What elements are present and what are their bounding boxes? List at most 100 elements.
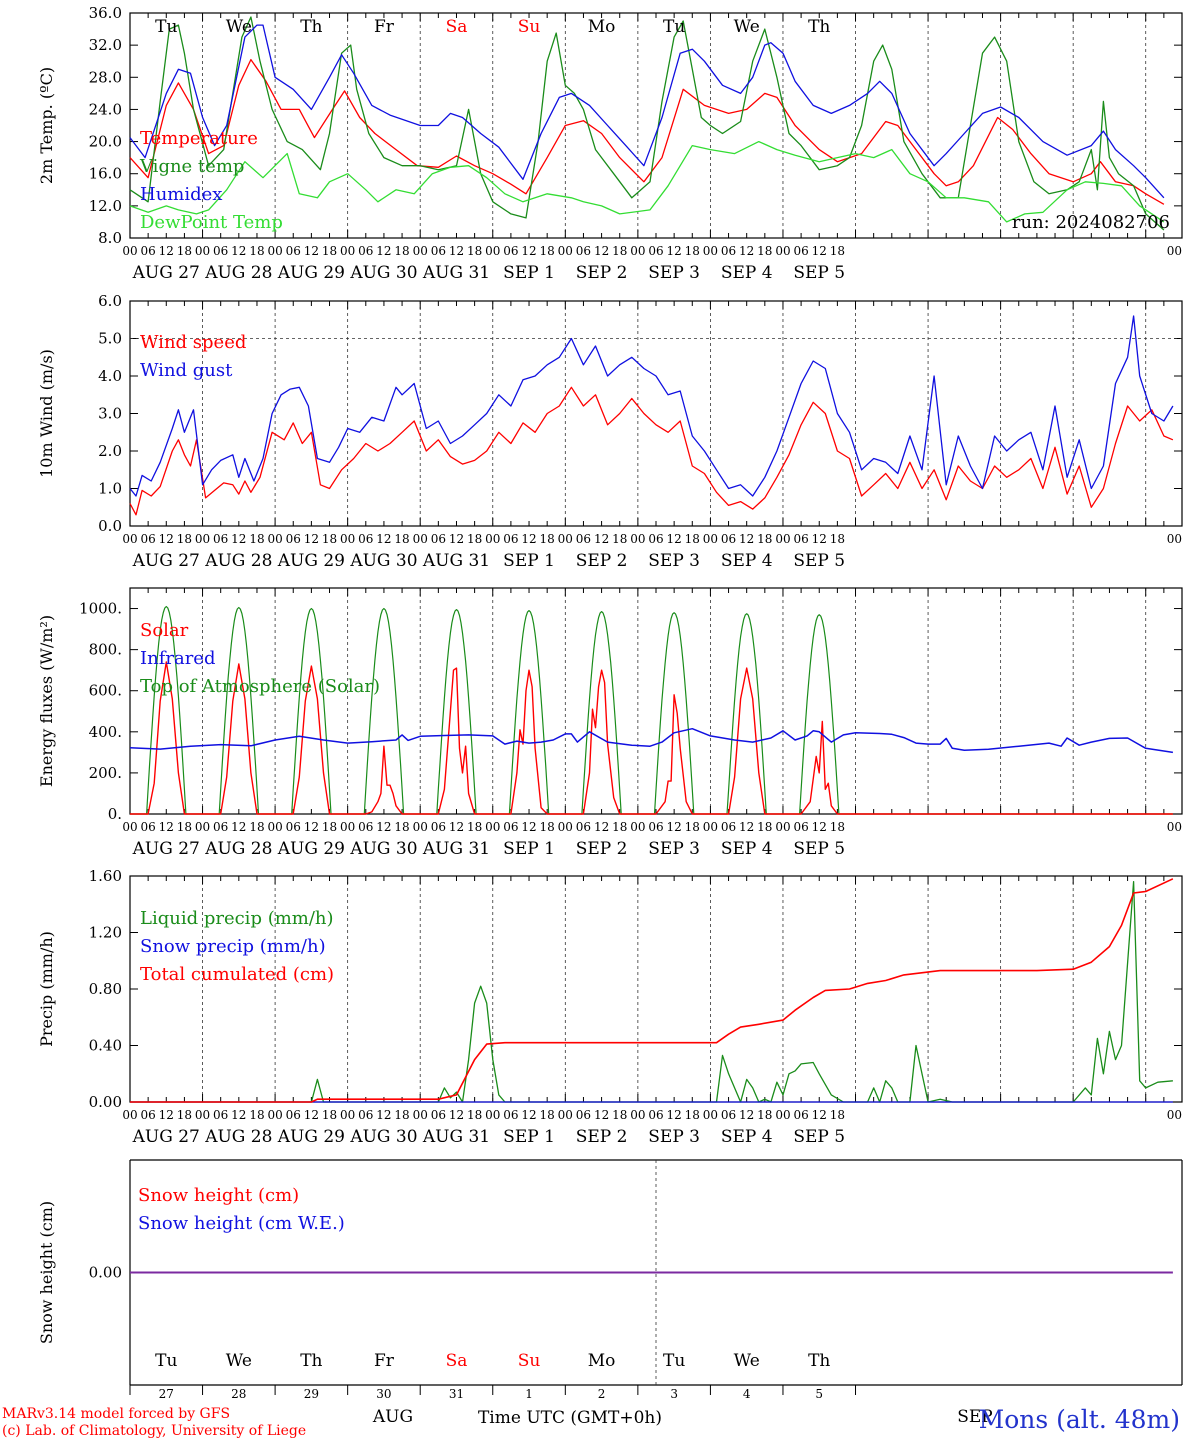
panel-2-hour-label: 12 (304, 820, 319, 834)
panel-1-hour-label: 18 (467, 532, 482, 546)
panel-0-hour-label: 06 (793, 244, 808, 258)
panel-0-date-label: SEP 3 (648, 263, 700, 283)
panel-3-hour-label: 06 (721, 1108, 736, 1122)
panel-1-hour-label: 06 (431, 532, 446, 546)
panel-0-hour-label: 18 (249, 244, 264, 258)
panel-2-hour-label: 00 (1167, 820, 1182, 834)
panel-3-hour-label: 00 (558, 1108, 573, 1122)
panel-1-ytick-label: 4.0 (98, 367, 122, 385)
panel-1-hour-label: 12 (304, 532, 319, 546)
panel-0-hour-label: 06 (140, 244, 155, 258)
panel-1-legend-entry: Wind gust (140, 360, 233, 381)
panel-2-hour-label: 00 (703, 820, 718, 834)
panel-1-hour-label: 00 (558, 532, 573, 546)
panel-1-hour-label: 06 (576, 532, 591, 546)
panel-2-legend-entry: Top of Atmosphere (Solar) (140, 676, 380, 697)
panel-4-legend-entry: Snow height (cm) (138, 1185, 299, 1206)
panel-1-legend-entry: Wind speed (140, 332, 246, 353)
panel-2-hour-label: 18 (249, 820, 264, 834)
panel-0-date-label: AUG 28 (204, 263, 272, 283)
panel-1-hour-label: 12 (376, 532, 391, 546)
panel-1-date-label: AUG 28 (204, 551, 272, 571)
weekday-label: We (226, 17, 252, 37)
panel-0-hour-label: 12 (376, 244, 391, 258)
panel-1-ytick-label: 5.0 (98, 330, 122, 348)
panel-1-hour-label: 12 (521, 532, 536, 546)
panel-1-hour-label: 18 (685, 532, 700, 546)
snow-daynum-label: 27 (159, 1387, 174, 1401)
panel-1-hour-label: 12 (159, 532, 174, 546)
panel-0-legend-entry: Vigne temp (139, 156, 244, 177)
snow-weekday-label: Th (808, 1351, 830, 1371)
snow-daynum-label: 29 (304, 1387, 319, 1401)
panel-1-hour-label: 00 (122, 532, 137, 546)
panel-0-hour-label: 12 (739, 244, 754, 258)
panel-2-date-label: AUG 29 (277, 839, 345, 859)
snow-weekday-label: Mo (588, 1351, 616, 1371)
panel-2-hour-label: 06 (503, 820, 518, 834)
run-label: run: 2024082706 (1012, 212, 1170, 233)
panel-2-hour-label: 06 (213, 820, 228, 834)
panel-2-ylabel: Energy fluxes (W/m²) (37, 615, 56, 787)
panel-3-hour-label: 18 (612, 1108, 627, 1122)
panel-3-date-label: AUG 28 (204, 1127, 272, 1147)
panel-3-hour-label: 18 (757, 1108, 772, 1122)
panel-2-date-label: AUG 30 (349, 839, 417, 859)
panel-3-ytick-label: 1.20 (89, 924, 122, 942)
panel-3-hour-label: 00 (775, 1108, 790, 1122)
panel-0-frame (129, 12, 1183, 239)
panel-0-hour-label: 06 (286, 244, 301, 258)
panel-3-hour-label: 12 (231, 1108, 246, 1122)
panel-0-hour-label: 00 (1167, 244, 1182, 258)
panel-0-hour-label: 12 (666, 244, 681, 258)
panel-0-hour-label: 00 (558, 244, 573, 258)
snow-weekday-label: Fr (374, 1351, 395, 1371)
panel-2-hour-label: 12 (159, 820, 174, 834)
infrared-line (129, 727, 1174, 754)
panel-2-hour-label: 18 (612, 820, 627, 834)
panel-0-hour-label: 18 (757, 244, 772, 258)
weekday-label: Tu (663, 17, 685, 37)
panel-1-hour-label: 00 (413, 532, 428, 546)
panel-2-ytick-label: 200. (89, 764, 122, 782)
panel-0-hour-label: 00 (630, 244, 645, 258)
weekday-label: Tu (155, 17, 177, 37)
panel-0-legend-entry: DewPoint Temp (140, 212, 283, 233)
temp-series-line (129, 16, 1165, 231)
panel-3-hour-label: 06 (140, 1108, 155, 1122)
panel-1-hour-label: 18 (249, 532, 264, 546)
panel-2-hour-label: 00 (413, 820, 428, 834)
panel-2-hour-label: 06 (286, 820, 301, 834)
panel-1-hour-label: 18 (394, 532, 409, 546)
snow-daynum-label: 2 (598, 1387, 606, 1401)
panel-1-hour-label: 00 (1167, 532, 1182, 546)
panel-2-hour-label: 06 (648, 820, 663, 834)
panel-2-date-label: SEP 2 (576, 839, 628, 859)
panel-1-hour-label: 00 (485, 532, 500, 546)
weekday-label: Fr (374, 17, 395, 37)
panel-3-date-label: SEP 5 (793, 1127, 845, 1147)
panel-2-ytick-label: 600. (89, 682, 122, 700)
panel-0-ytick-label: 24.0 (89, 100, 122, 118)
panel-3-hour-label: 06 (358, 1108, 373, 1122)
panel-3-hour-label: 12 (594, 1108, 609, 1122)
weekday-label: Mo (588, 17, 616, 37)
panel-1-frame (129, 300, 1183, 527)
solar-line (130, 661, 1173, 815)
panel-1-date-label: SEP 5 (793, 551, 845, 571)
snow-daynum-label: 4 (743, 1387, 751, 1401)
panel-2-date-label: SEP 5 (793, 839, 845, 859)
panel-2-hour-label: 00 (485, 820, 500, 834)
panel-1-hour-label: 12 (231, 532, 246, 546)
panel-1-ytick-label: 2.0 (98, 442, 122, 460)
panel-0-hour-label: 18 (830, 244, 845, 258)
panel-1-date-label: AUG 27 (132, 551, 200, 571)
panel-2-hour-label: 12 (521, 820, 536, 834)
panel-3-hour-label: 00 (267, 1108, 282, 1122)
panel-2-hour-label: 12 (231, 820, 246, 834)
panel-1-date-label: AUG 30 (349, 551, 417, 571)
panel-2-hour-label: 12 (449, 820, 464, 834)
snow-weekday-label: We (226, 1351, 252, 1371)
snow-weekday-label: Tu (155, 1351, 177, 1371)
panel-0-date-label: AUG 29 (277, 263, 345, 283)
